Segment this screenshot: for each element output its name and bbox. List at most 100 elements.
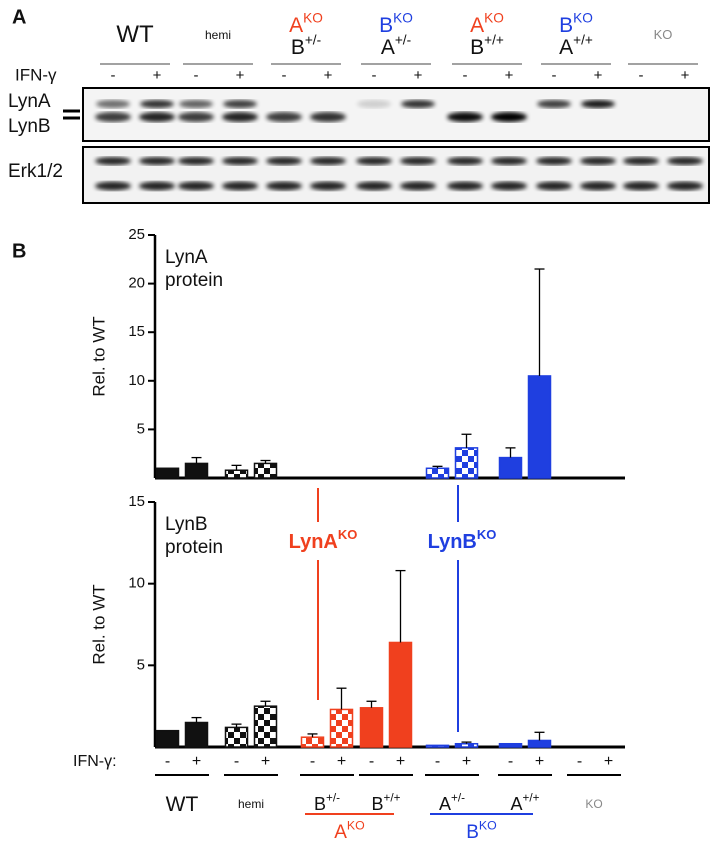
bar <box>155 467 180 479</box>
blot-band <box>491 112 527 122</box>
blot-band <box>222 112 258 122</box>
ifn-tick: - <box>508 753 513 770</box>
blot-band <box>581 100 615 108</box>
label-text: A <box>511 794 523 814</box>
ifn-tick: + <box>192 753 201 770</box>
label: BKO <box>466 819 497 843</box>
ifn-tick: + <box>324 67 333 84</box>
y-axis-label: Rel. to WT <box>89 584 108 664</box>
error-bar <box>534 731 545 741</box>
ifn-tick: - <box>552 67 557 84</box>
blot-band <box>95 112 131 122</box>
ifn-tick: + <box>681 67 690 84</box>
blot-band <box>623 181 659 191</box>
error-bar <box>191 716 202 723</box>
bar <box>527 739 552 748</box>
blot-band <box>536 181 572 191</box>
label: B+/- <box>314 792 340 814</box>
label-sup: KO <box>338 527 358 542</box>
bar <box>454 447 479 479</box>
bar <box>359 707 384 748</box>
blot-band <box>447 157 483 165</box>
blot-band <box>447 181 483 191</box>
label-text: A <box>470 14 484 37</box>
error-bar <box>260 459 271 464</box>
label-text: B <box>314 794 326 814</box>
ifn-tick: + <box>594 67 603 84</box>
label: hemi <box>205 28 231 42</box>
ifn-tick: - <box>310 753 315 770</box>
blot-box <box>82 87 710 142</box>
bar <box>300 736 325 748</box>
blot-band <box>310 157 346 165</box>
ifn-tick: + <box>505 67 514 84</box>
label-sup: KO <box>347 819 365 833</box>
bar <box>425 467 450 479</box>
label-text: B <box>466 822 479 843</box>
label-text: WT <box>116 21 154 48</box>
blot-band <box>310 112 346 122</box>
label-text: A <box>334 822 347 843</box>
error-bar <box>432 465 443 469</box>
label: hemi <box>238 797 264 811</box>
label-text: A <box>289 14 303 37</box>
ifn-tick: + <box>396 753 405 770</box>
error-bar <box>231 464 242 471</box>
error-bar <box>395 569 406 643</box>
blot-band <box>357 100 391 108</box>
bar <box>498 456 523 479</box>
blot-band <box>310 181 346 191</box>
label-sup: +/+ <box>484 32 504 47</box>
error-bar <box>505 447 516 458</box>
bar <box>224 726 249 748</box>
ifn-tick: - <box>435 753 440 770</box>
blot-band <box>178 157 214 165</box>
blot-band <box>580 157 616 165</box>
bar <box>388 641 413 748</box>
label-text: B <box>470 36 484 59</box>
label-sup: KO <box>479 819 497 833</box>
blot-band <box>95 157 131 165</box>
error-bar <box>191 456 202 464</box>
label: B+/- <box>291 32 321 58</box>
blot-label: Erk1/2 <box>8 161 63 182</box>
ifn-tick: + <box>337 753 346 770</box>
label: A+/- <box>381 32 411 58</box>
blot-band <box>537 100 571 108</box>
blot-band <box>447 112 483 122</box>
label-text: hemi <box>205 28 231 42</box>
ifn-label: IFN-γ: <box>73 753 117 770</box>
y-tick-label: 10 <box>128 575 145 592</box>
label-text: LynA <box>289 531 338 553</box>
blot-band <box>95 181 131 191</box>
chart-title: protein <box>165 270 223 291</box>
ifn-tick: - <box>111 67 116 84</box>
label-text: B <box>291 36 305 59</box>
bar <box>498 742 523 748</box>
blot-band <box>401 100 435 108</box>
label: AKO <box>289 10 323 36</box>
bar <box>329 708 354 748</box>
ifn-tick: - <box>234 753 239 770</box>
blot-band <box>139 157 175 165</box>
blot-band <box>266 181 302 191</box>
label-sup: KO <box>303 10 323 25</box>
blot-band <box>222 157 258 165</box>
y-tick-label: 5 <box>137 420 145 437</box>
label: LynBKO <box>428 527 497 553</box>
label-sup: +/- <box>451 792 465 805</box>
y-tick-label: 20 <box>128 275 145 292</box>
blot-box <box>82 146 710 204</box>
blot-band <box>140 100 174 108</box>
blot-band <box>400 181 436 191</box>
bar <box>425 744 450 748</box>
label-sup: +/- <box>326 792 340 805</box>
y-tick-label: 15 <box>128 493 145 510</box>
bar <box>253 705 278 748</box>
y-tick-label: 10 <box>128 372 145 389</box>
blot-band <box>222 181 258 191</box>
label: AKO <box>470 10 504 36</box>
label: WT <box>116 21 154 48</box>
ifn-tick: - <box>165 753 170 770</box>
